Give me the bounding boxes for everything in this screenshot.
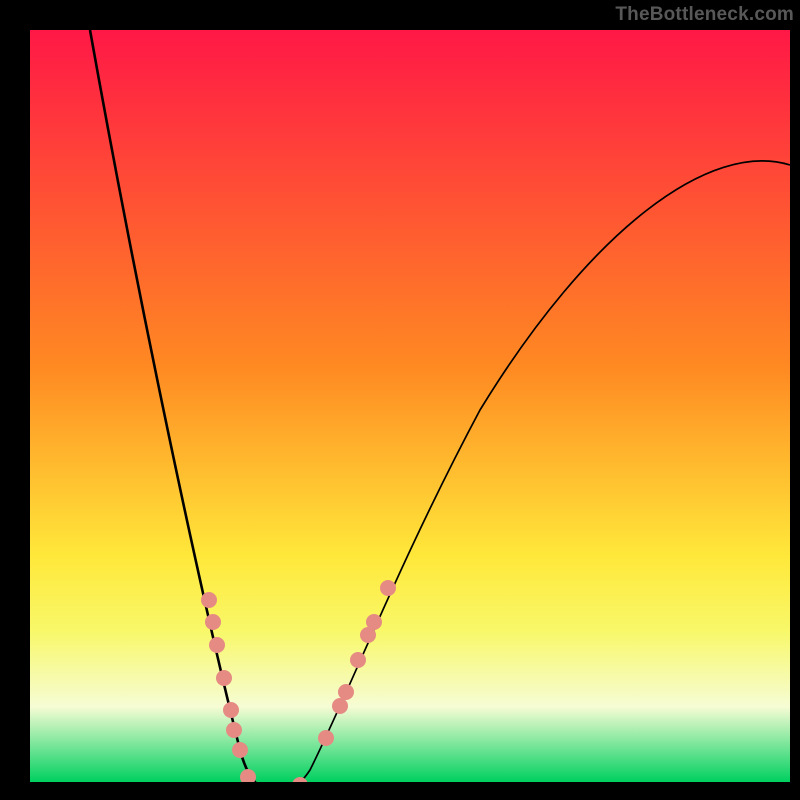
data-point <box>350 652 366 668</box>
watermark-text: TheBottleneck.com <box>615 4 794 26</box>
data-point <box>366 614 382 630</box>
data-point <box>292 777 308 782</box>
v-curve-left <box>90 30 278 782</box>
data-point <box>201 592 217 608</box>
v-curve-right <box>278 161 790 782</box>
data-point <box>226 722 242 738</box>
data-point <box>216 670 232 686</box>
curve-svg <box>30 30 790 782</box>
data-point <box>332 698 348 714</box>
data-point <box>223 702 239 718</box>
data-point <box>205 614 221 630</box>
data-point <box>360 627 376 643</box>
data-point <box>338 684 354 700</box>
plot-area <box>30 30 790 782</box>
data-point <box>318 730 334 746</box>
data-point <box>240 769 256 782</box>
data-dots <box>201 580 396 782</box>
data-point <box>380 580 396 596</box>
data-point <box>232 742 248 758</box>
data-point <box>209 637 225 653</box>
